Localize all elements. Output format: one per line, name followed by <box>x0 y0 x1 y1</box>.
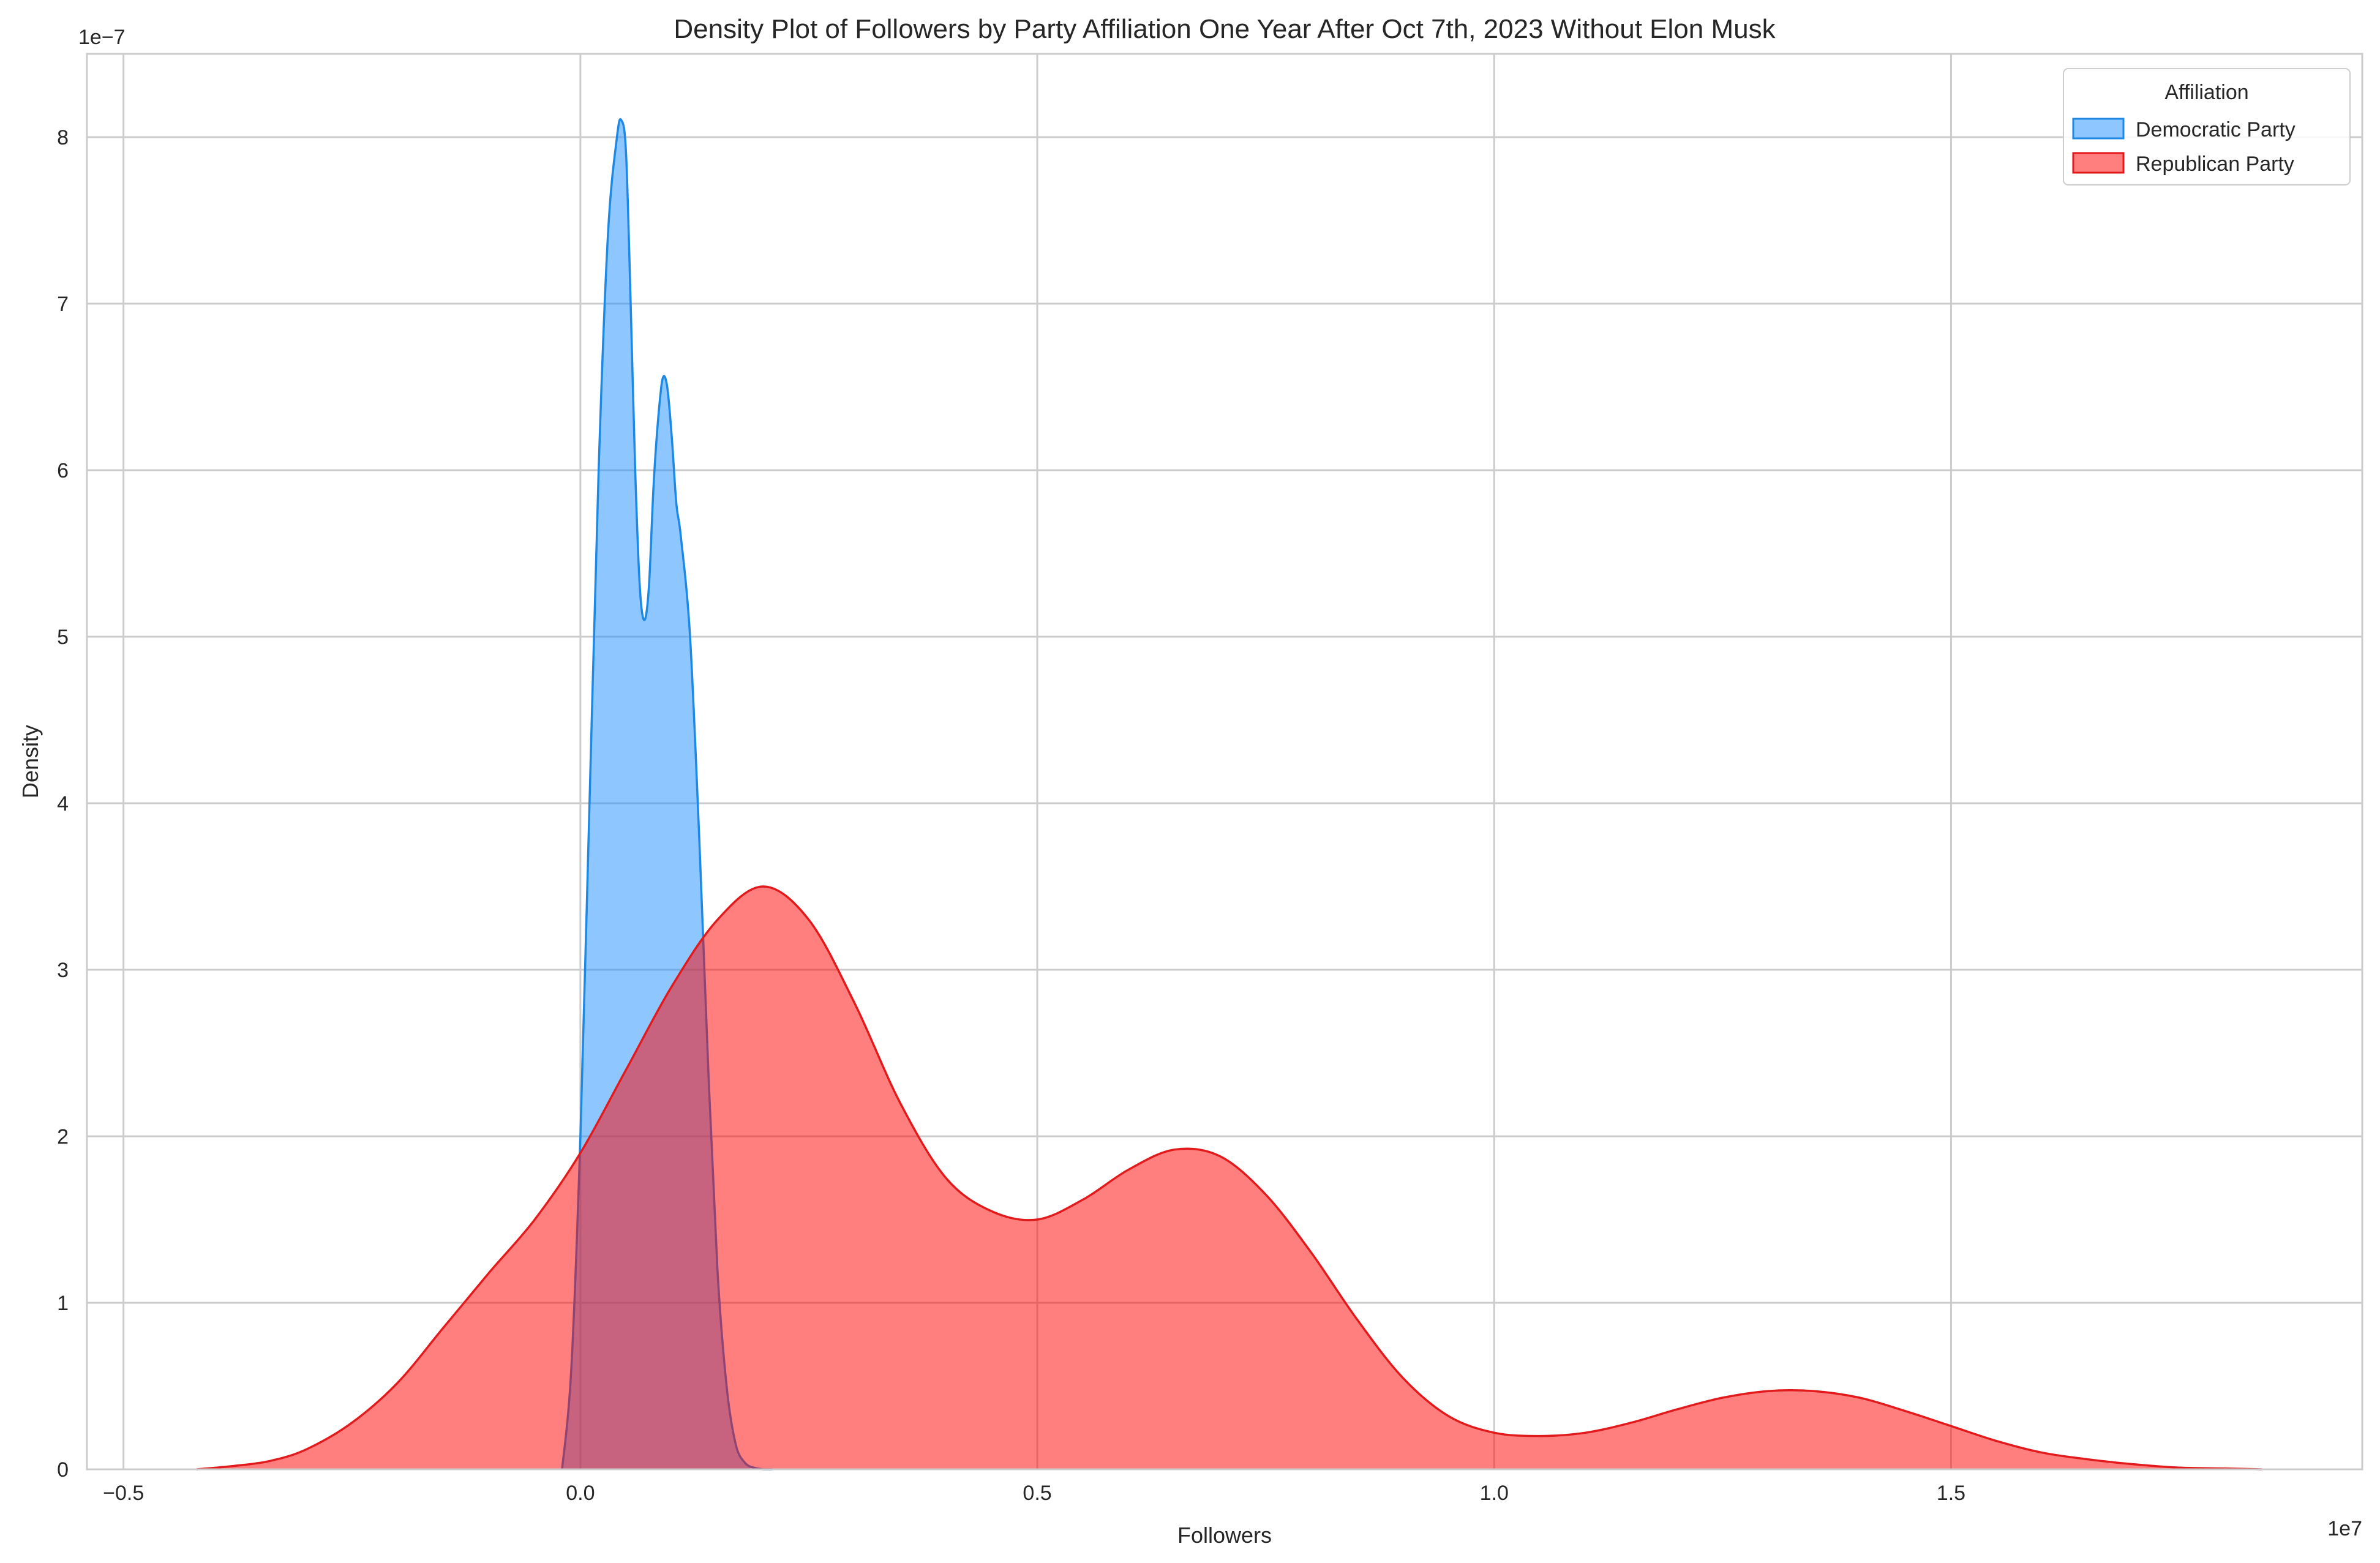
legend-swatch-republican <box>2072 152 2125 174</box>
y-axis-offset-label: 1e−7 <box>78 26 126 49</box>
x-tick-label: 0.5 <box>1023 1482 1051 1505</box>
x-axis-label: Followers <box>1177 1523 1272 1548</box>
y-axis-label: Density <box>18 725 43 798</box>
legend-label-democratic: Democratic Party <box>2136 118 2296 141</box>
x-tick-label: 1.0 <box>1480 1482 1509 1505</box>
legend-box <box>2063 68 2351 186</box>
x-tick-label: 0.0 <box>566 1482 595 1505</box>
legend-swatch-democratic <box>2072 118 2125 140</box>
y-tick-label: 2 <box>57 1125 69 1149</box>
y-tick-label: 3 <box>57 959 69 982</box>
plot-frame <box>86 53 2363 1471</box>
legend-title: Affiliation <box>2164 81 2248 104</box>
legend-label-republican: Republican Party <box>2136 152 2294 176</box>
y-tick-label: 5 <box>57 626 69 649</box>
y-tick-label: 1 <box>57 1292 69 1315</box>
y-tick-label: 7 <box>57 293 69 316</box>
x-tick-label: −0.5 <box>103 1482 144 1505</box>
y-tick-label: 8 <box>57 126 69 149</box>
y-tick-label: 4 <box>57 792 69 815</box>
y-tick-label: 6 <box>57 459 69 482</box>
chart-title: Density Plot of Followers by Party Affil… <box>674 14 1776 44</box>
y-axis-ticks: 0 1 2 3 4 5 6 7 8 <box>57 126 69 1482</box>
series-layer <box>196 118 2262 1471</box>
density-line-republican-party <box>196 885 2262 1471</box>
y-tick-label: 0 <box>57 1458 69 1482</box>
density-area-republican-party <box>197 886 2262 1469</box>
x-axis-offset-label: 1e7 <box>2327 1517 2362 1540</box>
legend: Affiliation Democratic Party Republican … <box>2063 68 2351 186</box>
x-axis-ticks: −0.5 0.0 0.5 1.0 1.5 <box>103 1482 1965 1505</box>
x-tick-label: 1.5 <box>1937 1482 1965 1505</box>
